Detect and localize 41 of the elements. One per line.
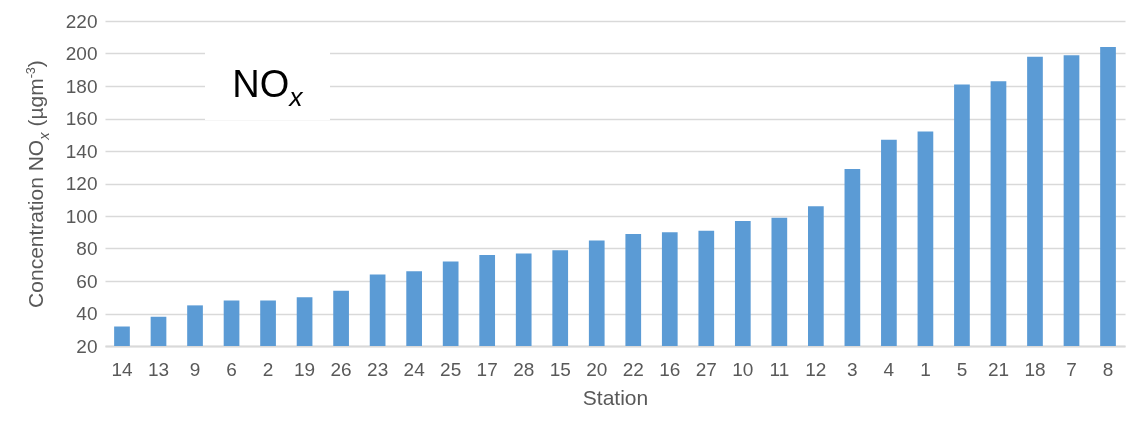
x-tick-label: 23 — [367, 358, 389, 380]
y-tick-label: 200 — [65, 43, 98, 64]
x-tick-label: 2 — [262, 358, 274, 380]
x-tick-label: 14 — [111, 358, 133, 380]
x-axis-title: Station — [582, 385, 649, 409]
x-tick-label: 28 — [513, 358, 535, 380]
x-tick-label: 19 — [294, 358, 316, 380]
y-tick-label: 20 — [76, 335, 98, 357]
x-tick-label: 12 — [805, 358, 827, 380]
x-tick-label: 4 — [883, 358, 895, 380]
y-tick-label: 40 — [76, 303, 98, 324]
text: NO$_{x}$ — [205, 48, 330, 120]
x-tick-label: 24 — [403, 358, 426, 380]
x-tick-label: 1 — [920, 358, 931, 380]
x-tick-label: 6 — [226, 358, 237, 380]
x-tick-label: 22 — [622, 358, 644, 380]
x-tick-label: 20 — [586, 358, 608, 380]
x-tick-label: 21 — [987, 358, 1010, 380]
x-tick-label: 5 — [956, 358, 968, 380]
x-tick-label: 11 — [769, 358, 790, 380]
y-tick-label: 220 — [65, 10, 98, 32]
x-tick-label: 7 — [1066, 358, 1077, 380]
x-tick-label: 10 — [732, 358, 754, 380]
y-tick-label: 160 — [65, 108, 98, 129]
y-tick-label: 100 — [65, 205, 98, 227]
x-tick-label: 15 — [549, 358, 571, 380]
x-tick-label: 13 — [147, 358, 170, 380]
y-tick-label: 140 — [65, 140, 98, 162]
y-tick-label: 180 — [65, 75, 98, 97]
x-tick-label: 25 — [440, 358, 462, 380]
y-tick-label: 60 — [76, 270, 98, 292]
x-tick-label: 16 — [659, 358, 681, 380]
x-tick-label: 8 — [1102, 358, 1114, 380]
x-tick-label: 17 — [476, 358, 498, 380]
x-tick-label: 27 — [695, 358, 717, 380]
y-tick-label: 120 — [65, 173, 98, 194]
x-tick-label: 9 — [189, 358, 201, 380]
x-tick-label: 26 — [330, 358, 352, 380]
x-tick-label: 18 — [1024, 358, 1046, 380]
x-tick-label: 3 — [847, 358, 858, 380]
y-tick-label: 80 — [76, 238, 98, 259]
